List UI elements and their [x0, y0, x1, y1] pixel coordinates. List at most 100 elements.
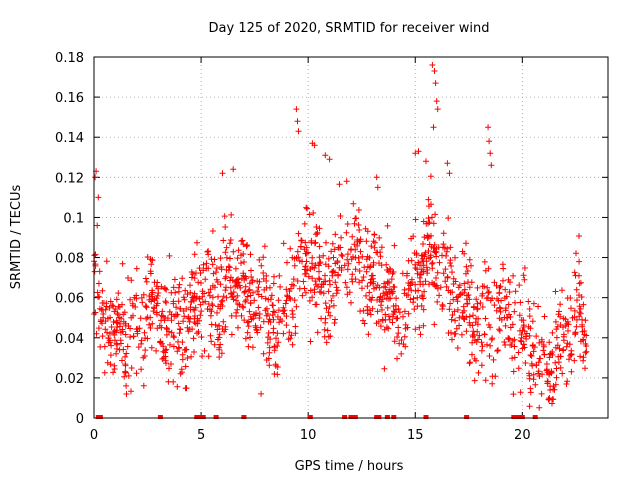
baseline-marker [307, 415, 313, 419]
data-point [465, 279, 471, 286]
data-point [447, 289, 454, 296]
data-point [119, 260, 126, 267]
data-point [238, 260, 244, 267]
data-point [286, 329, 293, 336]
data-point [246, 286, 253, 293]
data-point [352, 215, 359, 222]
data-point [191, 275, 198, 282]
data-point [128, 277, 135, 284]
data-point [327, 333, 334, 340]
data-point [248, 267, 254, 274]
data-point [486, 288, 492, 295]
data-point [222, 249, 229, 256]
data-point [184, 355, 191, 361]
data-point [215, 293, 221, 300]
outlier-point [95, 194, 102, 201]
data-point [159, 356, 166, 362]
data-point [500, 277, 506, 284]
data-point [296, 285, 303, 292]
data-point [233, 309, 240, 316]
y-axis-title: SRMTID / TECUs [9, 185, 24, 290]
data-point [311, 240, 318, 247]
data-point [425, 248, 432, 254]
data-point [482, 267, 489, 274]
data-point [260, 270, 267, 276]
data-point [487, 342, 494, 349]
data-point [161, 317, 168, 324]
data-point [360, 317, 366, 324]
data-point [366, 296, 373, 303]
data-point [512, 299, 518, 306]
data-point [449, 336, 455, 343]
data-point [197, 312, 204, 319]
data-point [523, 335, 530, 342]
data-point [549, 329, 556, 336]
data-point [348, 256, 355, 263]
data-point [528, 353, 535, 359]
data-point [182, 287, 189, 294]
data-point [463, 240, 469, 247]
data-point [552, 318, 559, 325]
data-point [555, 359, 562, 366]
data-point [453, 325, 460, 332]
data-point [275, 307, 282, 314]
data-point [489, 295, 496, 302]
data-point [329, 240, 336, 247]
data-point [417, 262, 423, 269]
data-point [547, 350, 554, 357]
data-point [271, 371, 278, 377]
data-point [191, 307, 198, 313]
data-point [213, 276, 220, 283]
baseline-marker [342, 415, 348, 419]
data-point [233, 297, 240, 304]
data-point [188, 269, 195, 275]
data-point [230, 289, 237, 296]
data-point [189, 294, 196, 301]
data-point [226, 264, 233, 271]
data-point [389, 313, 396, 320]
data-point [316, 254, 323, 261]
data-point [470, 303, 477, 310]
data-point [388, 276, 395, 283]
data-point [576, 258, 583, 265]
data-point [266, 349, 273, 356]
data-point [189, 326, 196, 333]
data-point [175, 298, 182, 305]
data-point [401, 333, 408, 340]
data-point [241, 259, 247, 265]
data-point [274, 313, 281, 320]
data-point [316, 243, 323, 250]
data-point [405, 285, 412, 292]
baseline-marker [194, 415, 200, 419]
data-point [321, 326, 328, 333]
data-point [177, 305, 184, 312]
data-point [391, 338, 398, 345]
data-point [529, 362, 536, 369]
data-point [136, 325, 143, 332]
data-point [452, 330, 459, 337]
data-point [405, 280, 412, 286]
data-point [436, 292, 443, 299]
data-point [443, 283, 450, 290]
data-point [350, 200, 357, 207]
plot-frame [93, 56, 609, 419]
data-point [336, 181, 343, 188]
data-point [540, 347, 547, 354]
data-point [338, 251, 345, 258]
data-point [142, 347, 149, 354]
data-point [149, 289, 156, 296]
data-point [307, 287, 314, 294]
data-point [110, 369, 117, 376]
data-point [146, 321, 153, 328]
data-point [254, 288, 261, 295]
data-point [258, 262, 265, 269]
data-point [474, 305, 481, 312]
data-point [235, 324, 241, 331]
data-point [363, 292, 369, 299]
data-point [330, 254, 337, 261]
data-point [419, 258, 426, 265]
data-point [466, 360, 473, 367]
y-tick-label: 0.12 [55, 171, 84, 186]
data-point [148, 344, 155, 351]
data-point [230, 293, 237, 300]
